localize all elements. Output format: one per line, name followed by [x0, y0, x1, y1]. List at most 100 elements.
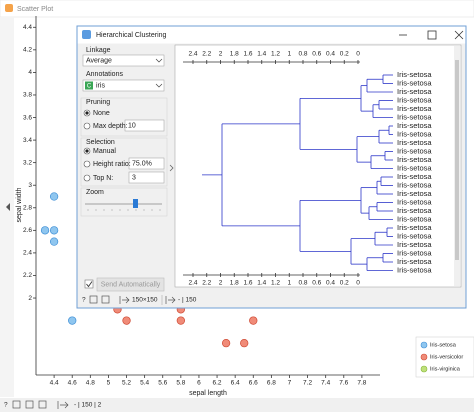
combo-arrow — [155, 58, 163, 63]
tick-label: 2 — [219, 51, 223, 58]
combo-arrow — [155, 83, 163, 88]
selection-box — [80, 137, 168, 187]
x-tick-label: 7 — [288, 380, 292, 387]
legend-marker — [420, 341, 428, 349]
report-icon[interactable] — [25, 400, 34, 409]
y-tick-label: 4.2 — [23, 47, 32, 54]
status-bar — [0, 398, 474, 412]
input-summary: 150×150 — [132, 297, 158, 304]
graph-icon[interactable] — [38, 400, 47, 409]
leaf-label: Iris-setosa — [397, 197, 432, 206]
radio[interactable] — [83, 174, 91, 182]
radio-label: Manual — [93, 148, 116, 155]
dialog-title-bar — [77, 26, 466, 44]
x-tick-label: 7.4 — [321, 380, 330, 387]
save-icon[interactable] — [12, 400, 21, 409]
legend-marker — [420, 353, 428, 361]
clustering-dialog: Hierarchical Clustering Linkage Average … — [76, 25, 467, 309]
y-tick-label: 4.4 — [23, 24, 32, 31]
tick-label: 2.4 — [188, 280, 197, 287]
tick-label: 0 — [356, 280, 360, 287]
leaf-label: Iris-setosa — [397, 240, 432, 249]
height-ratio-value: 75.0% — [132, 160, 152, 167]
point — [240, 339, 249, 348]
radio[interactable] — [83, 160, 91, 168]
scatter-title: Scatter Plot — [17, 6, 53, 13]
annotations-value: iris — [96, 82, 105, 89]
zoom-handle[interactable] — [133, 199, 138, 208]
annotations-label: Annotations — [86, 71, 123, 78]
leaf-label: Iris-setosa — [397, 223, 432, 232]
tick-label: 1.4 — [257, 51, 266, 58]
leaf-label: Iris-setosa — [397, 206, 432, 215]
save-icon[interactable] — [89, 295, 98, 304]
linkage-combo[interactable] — [82, 54, 165, 67]
height-ratio-spin[interactable] — [128, 157, 165, 170]
max-depth-spin[interactable] — [124, 119, 165, 132]
y-tick-label: 3.8 — [23, 92, 32, 99]
leaf-label: Iris-setosa — [397, 70, 432, 79]
help-icon[interactable]: ? — [4, 402, 8, 409]
splitter-arrow[interactable] — [169, 164, 174, 172]
expand-arrow[interactable] — [6, 203, 10, 211]
radio[interactable] — [83, 122, 91, 130]
tick-label: 0 — [356, 51, 360, 58]
help-icon[interactable]: ? — [82, 297, 86, 304]
close-button[interactable] — [454, 30, 464, 40]
leaf-label: Iris-setosa — [397, 121, 432, 130]
linkage-label: Linkage — [86, 47, 111, 54]
tick-label: 2.4 — [188, 51, 197, 58]
radio-label: None — [93, 110, 110, 117]
y-tick-label: 3 — [28, 182, 32, 189]
maximize-button[interactable] — [427, 30, 437, 40]
tick-label: 1.8 — [230, 51, 239, 58]
legend: Iris-setosa Iris-versicolor Iris-virginica — [420, 341, 463, 372]
leaf-label: Iris-setosa — [397, 78, 432, 87]
scatter-icon — [5, 4, 13, 12]
pruning-label: Pruning — [86, 99, 110, 106]
x-tick-label: 5.2 — [122, 380, 131, 387]
tick-label: 1.4 — [257, 280, 266, 287]
top-n-value: 3 — [132, 174, 136, 181]
y-tick-label: 3.2 — [23, 159, 32, 166]
leaf-label: Iris-setosa — [397, 155, 432, 164]
dendrogram-panel — [174, 44, 462, 288]
send-checkbox[interactable] — [84, 279, 94, 289]
tick-label: 0.4 — [326, 280, 335, 287]
scatter-status: - | 150 | 2 — [74, 402, 102, 409]
tick-label: 0.2 — [340, 280, 349, 287]
annotations-combo[interactable] — [82, 79, 165, 92]
report-icon[interactable] — [101, 295, 110, 304]
leaf-label: Iris-setosa — [397, 214, 432, 223]
tick-label: 0.2 — [340, 51, 349, 58]
point — [49, 226, 59, 235]
send-check — [86, 281, 93, 288]
x-tick-label: 7.2 — [303, 380, 312, 387]
scatter-title-bar — [0, 0, 474, 18]
tick-label: 0.4 — [326, 51, 335, 58]
zoom-ticks — [87, 209, 161, 211]
tick-label: 2.2 — [202, 280, 211, 287]
y-tick-label: 2.8 — [23, 205, 32, 212]
linkage-value: Average — [86, 57, 112, 64]
y-tick-label: 3.6 — [23, 114, 32, 121]
x-tick-label: 5.8 — [176, 380, 185, 387]
legend-label: Iris-setosa — [430, 342, 457, 348]
output-icon — [57, 401, 69, 409]
leaf-label: Iris-setosa — [397, 104, 432, 113]
send-button[interactable] — [96, 277, 165, 292]
tick-label: 2 — [219, 280, 223, 287]
legend-label: Iris-virginica — [430, 366, 461, 372]
tick-label: 1.6 — [243, 51, 252, 58]
x-tick-label: 4.6 — [68, 380, 77, 387]
leaf-label: Iris-setosa — [397, 112, 432, 121]
leaf-label: Iris-setosa — [397, 248, 432, 257]
tick-label: 1.2 — [271, 51, 280, 58]
tick-label: 2.2 — [202, 51, 211, 58]
leaf-label: Iris-setosa — [397, 95, 432, 104]
leaf-label: Iris-setosa — [397, 180, 432, 189]
top-n-spin[interactable] — [128, 171, 165, 184]
leaf-label: Iris-setosa — [397, 163, 432, 172]
scrollbar-thumb[interactable] — [455, 60, 459, 260]
